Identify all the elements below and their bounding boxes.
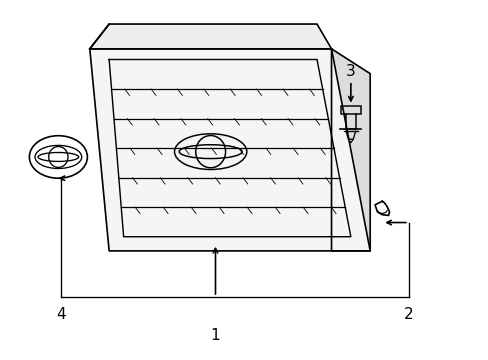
Bar [341, 105, 360, 114]
Polygon shape [331, 49, 369, 251]
Text: 2: 2 [403, 307, 413, 322]
Text: 3: 3 [346, 64, 355, 80]
Text: 1: 1 [210, 328, 220, 343]
Polygon shape [90, 24, 331, 49]
Text: 4: 4 [56, 307, 65, 322]
Polygon shape [90, 49, 369, 251]
